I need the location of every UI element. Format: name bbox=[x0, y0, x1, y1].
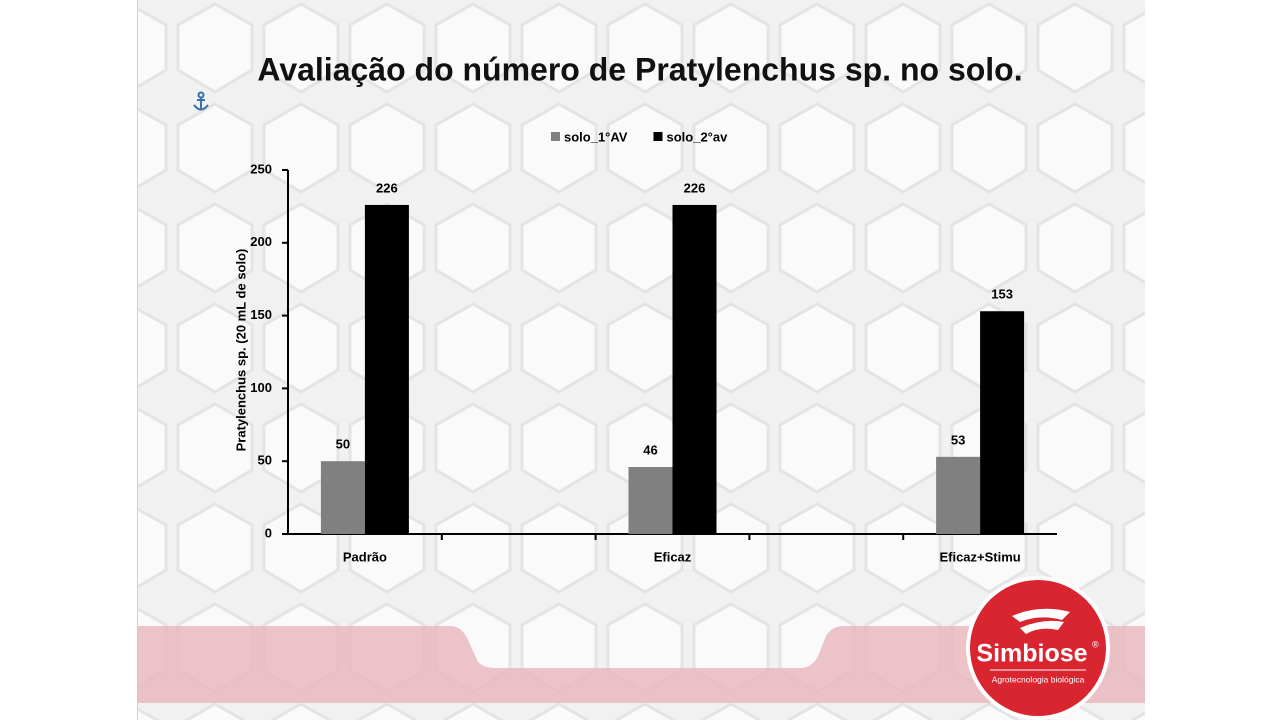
data-label: 50 bbox=[336, 437, 350, 452]
slide-background bbox=[137, 0, 1145, 720]
legend-swatch bbox=[551, 132, 560, 141]
chart-title: Avaliação do número de Pratylenchus sp. … bbox=[257, 51, 1022, 87]
y-tick-label: 150 bbox=[250, 307, 272, 322]
y-tick-label: 200 bbox=[250, 234, 272, 249]
x-tick-label: Eficaz+Stimu bbox=[939, 549, 1020, 564]
bar bbox=[320, 461, 365, 534]
logo-wing bbox=[1012, 608, 1070, 634]
data-label: 226 bbox=[376, 180, 398, 195]
x-tick-label: Eficaz bbox=[654, 549, 692, 564]
data-label: 226 bbox=[684, 180, 706, 195]
legend-label: solo_1°AV bbox=[564, 129, 628, 144]
data-label: 153 bbox=[991, 287, 1013, 302]
logo-tagline: Agrotecnologia biológica bbox=[992, 674, 1085, 684]
bar bbox=[936, 456, 981, 534]
data-label: 53 bbox=[951, 432, 965, 447]
anchor-icon bbox=[193, 91, 209, 111]
legend-label: solo_2°av bbox=[666, 129, 728, 144]
y-tick-label: 50 bbox=[258, 453, 272, 468]
logo-mark: ® bbox=[1092, 639, 1099, 649]
bar bbox=[980, 311, 1025, 534]
x-tick-label: Padrão bbox=[343, 549, 387, 564]
bar bbox=[364, 204, 409, 534]
legend-swatch bbox=[653, 132, 663, 141]
bar bbox=[628, 467, 673, 534]
logo: Simbiose ® Agrotecnologia biológica bbox=[966, 576, 1110, 720]
footer-band bbox=[137, 626, 1145, 703]
y-tick-label: 250 bbox=[250, 161, 272, 176]
y-axis-title: Pratylenchus sp. (20 mL de solo) bbox=[233, 249, 248, 452]
data-label: 46 bbox=[643, 442, 657, 457]
bar bbox=[672, 204, 717, 534]
y-tick-label: 100 bbox=[250, 380, 272, 395]
logo-disc bbox=[970, 580, 1106, 716]
y-tick-label: 0 bbox=[265, 525, 272, 540]
logo-name: Simbiose bbox=[976, 640, 1087, 668]
